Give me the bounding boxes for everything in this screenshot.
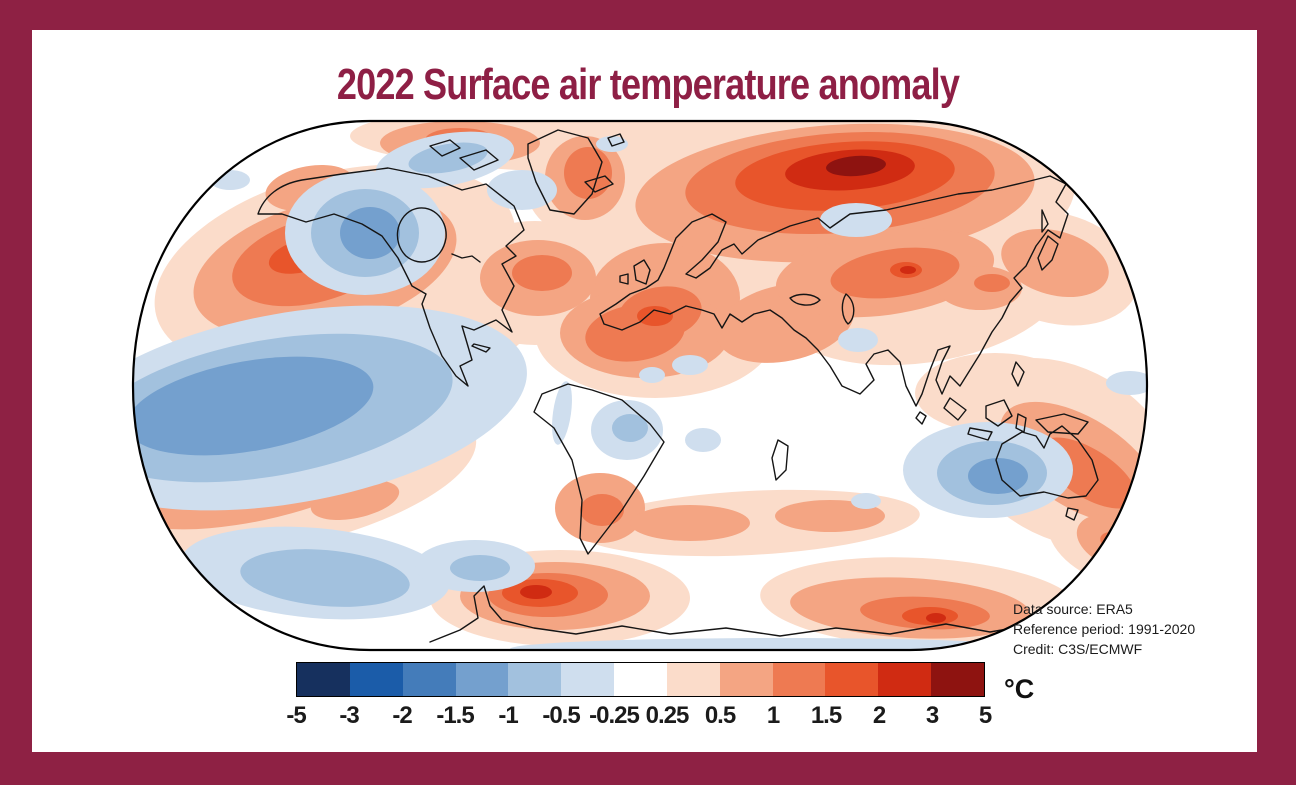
colorbar-tick--2: -2: [392, 702, 412, 729]
colorbar-tick-3: 3: [925, 702, 939, 729]
colorbar-tick-1: 1: [766, 702, 780, 729]
colorbar-segment-9: [772, 663, 826, 696]
cool-strong-blobs: [133, 207, 1028, 494]
colorbar-tick-0.5: 0.5: [704, 702, 736, 729]
colorbar-segment-10: [825, 663, 879, 696]
colorbar-tick-0.25: 0.25: [645, 702, 690, 729]
coast-south-america: [533, 383, 665, 555]
colorbar-segment-8: [719, 663, 773, 696]
coast-eurasia: [599, 175, 1069, 407]
colorbar-segment-0: [297, 663, 350, 696]
colorbar-tick--3: -3: [339, 702, 359, 729]
colorbar-tick--1: -1: [498, 702, 518, 729]
colorbar-unit-label: °C: [1004, 674, 1035, 704]
colorbar-tick-2: 2: [872, 702, 886, 729]
coast-antarctica: [429, 585, 1121, 643]
colorbar-tick--0.25: -0.25: [589, 702, 640, 729]
coastlines: [257, 129, 1143, 643]
coast-greenland-arctic: [429, 129, 625, 215]
colorbar-segment-3: [455, 663, 509, 696]
credit-line-datasource: Data source: ERA5: [1013, 601, 1133, 617]
colorbar-segment-4: [508, 663, 562, 696]
colorbar-segment-5: [561, 663, 615, 696]
colorbar: [296, 662, 985, 697]
world-map: [131, 119, 1149, 652]
credits: Data source: ERA5 Reference period: 1991…: [1013, 599, 1195, 659]
colorbar-tick--5: -5: [286, 702, 306, 729]
anomaly-field: [133, 121, 1147, 650]
map-outline-stroke: [131, 119, 1149, 652]
colorbar-segment-1: [349, 663, 403, 696]
coast-north-america: [257, 167, 525, 387]
warm-extreme-blobs: [520, 149, 946, 623]
colorbar-segment-12: [931, 663, 984, 696]
colorbar-segment-2: [402, 663, 456, 696]
colorbar-segment-6: [614, 663, 667, 696]
colorbar-segment-11: [878, 663, 932, 696]
colorbar-tick--1.5: -1.5: [436, 702, 474, 729]
colorbar-segment-7: [666, 663, 720, 696]
coast-australia-nz: [995, 425, 1143, 559]
colorbar-tick-1.5: 1.5: [810, 702, 842, 729]
colorbar-tick--0.5: -0.5: [542, 702, 580, 729]
credit-line-credit: Credit: C3S/ECMWF: [1013, 641, 1143, 657]
figure-title: 2022 Surface air temperature anomaly: [336, 60, 960, 109]
credit-line-reference: Reference period: 1991-2020: [1013, 621, 1196, 637]
colorbar-tick-5: 5: [978, 702, 992, 729]
colorbar-ticks: -5 -3 -2 -1.5 -1 -0.5 -0.25 0.25 0.5 1 1.5 2 3 5: [286, 702, 992, 732]
